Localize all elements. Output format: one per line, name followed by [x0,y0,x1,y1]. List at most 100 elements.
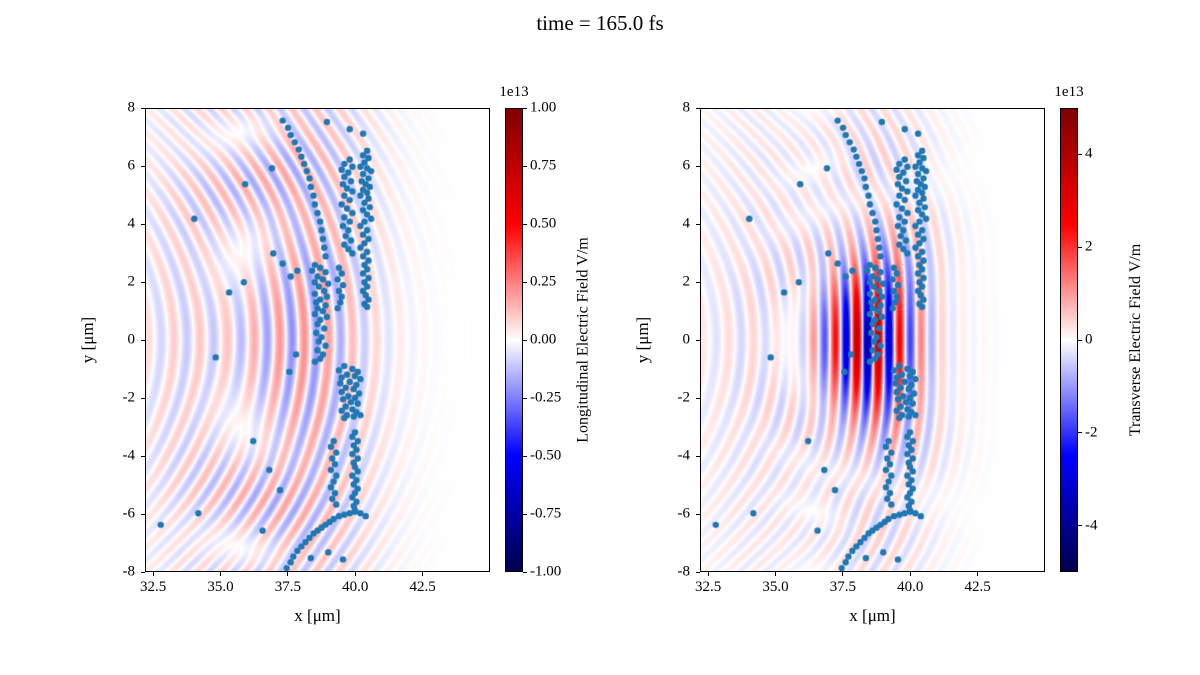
x-tick-label: 32.5 [694,579,722,595]
colorbar-tick-label: 0.75 [530,157,557,174]
colorbar-tick-mark [523,571,527,573]
x-tick-mark [152,572,154,576]
y-tick-mark [141,455,145,457]
x-tick-mark [354,572,356,576]
colorbar-tick-label: -2 [1085,424,1098,441]
colorbar-tick-label: 0.50 [530,215,557,232]
y-tick-mark [696,455,700,457]
colorbar-tick-mark [523,281,527,283]
y-tick-mark [696,513,700,515]
y-tick-mark [696,107,700,109]
colorbar-tick-mark [1078,246,1082,248]
x-tick-mark [422,572,424,576]
y-tick-label: -4 [677,447,691,464]
colorbar-tick-mark [523,107,527,109]
x-tick-mark [842,572,844,576]
colorbar-tick-mark [1078,432,1082,434]
x-tick-label: 42.5 [964,579,991,595]
colorbar-tick-mark [523,513,527,515]
colorbar-tick-mark [523,455,527,457]
y-tick-mark [141,571,145,573]
y-tick-label: -2 [122,389,136,406]
y-tick-mark [696,165,700,167]
colorbar-tick-label: 0.00 [530,331,557,348]
y-tick-label: 4 [127,215,136,232]
y-tick-label: -6 [677,505,691,522]
colorbar-tick-label: -4 [1085,517,1098,534]
y-tick-mark [141,107,145,109]
y-tick-label: 2 [127,273,136,290]
colorbar-tick-mark [1078,339,1082,341]
colorbar-tick-label: -0.75 [530,505,562,522]
colorbar-tick-mark [523,397,527,399]
y-tick-label: 0 [127,331,136,348]
colorbar-longitudinal [505,108,523,572]
y-tick-mark [696,571,700,573]
colorbar-label-transverse: Transverse Electric Field V/m [1124,108,1148,572]
x-tick-mark [287,572,289,576]
colorbar-tick-label: -1.00 [530,563,562,580]
y-tick-mark [696,223,700,225]
y-tick-label: -8 [122,563,136,580]
x-tick-label: 40.0 [897,579,924,595]
colorbar-label-text: Transverse Electric Field V/m [1127,243,1145,437]
x-tick-label: 40.0 [342,579,369,595]
x-tick-mark [219,572,221,576]
x-tick-label: 35.0 [762,579,789,595]
y-tick-mark [696,281,700,283]
y-tick-mark [696,397,700,399]
colorbar-tick-label: 2 [1085,238,1093,255]
y-tick-mark [141,513,145,515]
colorbar-tick-label: 1.00 [530,99,557,116]
y-tick-label: -6 [122,505,136,522]
colorbar-gradient-canvas [1061,109,1077,571]
x-tick-mark [977,572,979,576]
y-tick-label: -8 [677,563,691,580]
colorbar-offset-text-right: 1e13 [1054,84,1084,100]
y-tick-label: 8 [127,99,136,116]
x-axis-label-left: x [μm] [294,606,341,625]
colorbar-tick-mark [1078,525,1082,527]
y-tick-mark [141,165,145,167]
colorbar-tick-mark [523,223,527,225]
colorbar-tick-label: 0 [1085,331,1093,348]
x-tick-mark [909,572,911,576]
colorbar-transverse [1060,108,1078,572]
colorbar-tick-label: 4 [1085,145,1093,162]
longitudinal-field-heatmap-canvas [146,109,489,571]
figure-title: time = 165.0 fs [536,11,664,35]
y-tick-label: 2 [682,273,691,290]
y-tick-mark [696,339,700,341]
colorbar-tick-label: 0.25 [530,273,557,290]
colorbar-label-longitudinal: Longitudinal Electric Field V/m [572,108,596,572]
colorbar-tick-label: -0.25 [530,389,562,406]
y-tick-label: 8 [682,99,691,116]
y-tick-mark [141,339,145,341]
y-tick-label: 6 [682,157,691,174]
plot-area-transverse [700,108,1045,572]
transverse-field-heatmap-canvas [701,109,1044,571]
colorbar-offset-text-left: 1e13 [499,84,529,100]
x-tick-label: 32.5 [139,579,167,595]
x-tick-mark [774,572,776,576]
y-tick-label: 4 [682,215,691,232]
colorbar-gradient-canvas [506,109,522,571]
y-tick-label: -2 [677,389,691,406]
colorbar-tick-label: -0.50 [530,447,562,464]
colorbar-tick-mark [1078,153,1082,155]
y-tick-mark [141,223,145,225]
colorbar-label-text: Longitudinal Electric Field V/m [575,237,593,443]
x-axis-label-right: x [μm] [849,606,896,625]
y-tick-label: -4 [122,447,136,464]
y-tick-label: 6 [127,157,136,174]
y-tick-label: 0 [682,331,691,348]
x-tick-mark [707,572,709,576]
colorbar-tick-mark [523,339,527,341]
y-tick-mark [141,397,145,399]
plot-area-longitudinal [145,108,490,572]
x-tick-label: 37.5 [274,579,301,595]
x-tick-label: 35.0 [207,579,234,595]
colorbar-tick-mark [523,165,527,167]
y-tick-mark [141,281,145,283]
